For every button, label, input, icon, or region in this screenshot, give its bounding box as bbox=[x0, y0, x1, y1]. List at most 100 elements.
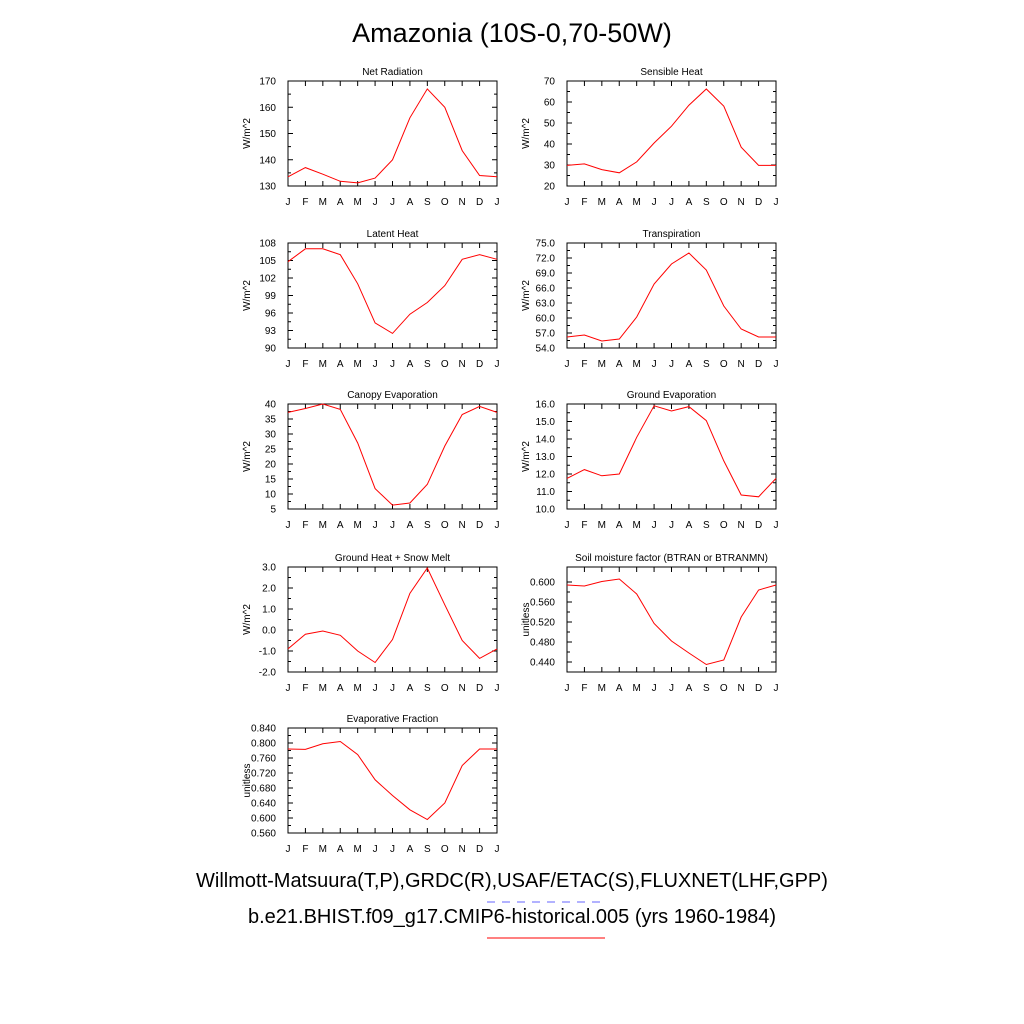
x-tick-label: J bbox=[495, 197, 500, 208]
y-tick-label: 15.0 bbox=[536, 417, 556, 428]
x-tick-label: J bbox=[495, 844, 500, 855]
y-tick-label: 40 bbox=[265, 400, 277, 411]
x-tick-label: O bbox=[720, 359, 728, 370]
x-tick-label: O bbox=[720, 683, 728, 694]
y-tick-label: 3.0 bbox=[262, 563, 276, 574]
y-axis-label: W/m^2 bbox=[521, 118, 532, 149]
x-tick-label: M bbox=[353, 520, 361, 531]
x-tick-label: N bbox=[738, 359, 745, 370]
x-tick-label: A bbox=[407, 197, 414, 208]
x-tick-label: A bbox=[686, 520, 693, 531]
panel-title: Ground Evaporation bbox=[627, 390, 717, 401]
y-tick-label: 57.0 bbox=[536, 329, 556, 340]
y-tick-label: 13.0 bbox=[536, 452, 556, 463]
x-tick-label: M bbox=[632, 520, 640, 531]
x-tick-label: D bbox=[476, 520, 483, 531]
y-tick-label: 30 bbox=[544, 161, 556, 172]
x-tick-label: D bbox=[755, 683, 762, 694]
y-tick-label: 0.520 bbox=[530, 618, 555, 629]
x-tick-label: N bbox=[459, 844, 466, 855]
x-tick-label: M bbox=[319, 520, 327, 531]
y-axis-label: W/m^2 bbox=[242, 604, 253, 635]
y-tick-label: 140 bbox=[259, 155, 276, 166]
x-tick-label: J bbox=[774, 197, 779, 208]
x-tick-label: J bbox=[774, 683, 779, 694]
x-tick-label: M bbox=[598, 197, 606, 208]
x-tick-label: M bbox=[598, 359, 606, 370]
y-tick-label: -2.0 bbox=[259, 668, 277, 679]
y-tick-label: 102 bbox=[259, 274, 276, 285]
y-tick-label: 0.480 bbox=[530, 638, 555, 649]
x-tick-label: S bbox=[703, 359, 710, 370]
legend-obs-label: Willmott-Matsuura(T,P),GRDC(R),USAF/ETAC… bbox=[196, 870, 828, 892]
y-tick-label: 108 bbox=[259, 239, 276, 250]
x-tick-label: J bbox=[373, 520, 378, 531]
x-tick-label: M bbox=[319, 683, 327, 694]
y-tick-label: 0.600 bbox=[530, 578, 555, 589]
y-tick-label: 20 bbox=[265, 460, 277, 471]
x-tick-label: A bbox=[616, 683, 623, 694]
y-axis-label: unitless bbox=[521, 603, 532, 637]
x-tick-label: S bbox=[424, 683, 431, 694]
x-tick-label: J bbox=[669, 197, 674, 208]
x-tick-label: D bbox=[476, 683, 483, 694]
x-tick-label: J bbox=[669, 359, 674, 370]
x-tick-label: J bbox=[390, 844, 395, 855]
x-tick-label: O bbox=[441, 359, 449, 370]
x-tick-label: D bbox=[755, 520, 762, 531]
x-tick-label: O bbox=[441, 844, 449, 855]
panel-title: Evaporative Fraction bbox=[347, 714, 439, 725]
x-tick-label: J bbox=[495, 520, 500, 531]
y-axis-label: W/m^2 bbox=[521, 280, 532, 311]
x-tick-label: M bbox=[598, 520, 606, 531]
x-tick-label: A bbox=[616, 359, 623, 370]
x-tick-label: M bbox=[319, 197, 327, 208]
y-tick-label: 54.0 bbox=[536, 344, 556, 355]
x-tick-label: A bbox=[686, 359, 693, 370]
legend-model-label: b.e21.BHIST.f09_g17.CMIP6-historical.005… bbox=[247, 906, 777, 928]
x-tick-label: J bbox=[373, 359, 378, 370]
y-tick-label: 11.0 bbox=[536, 487, 555, 498]
y-tick-label: 0.720 bbox=[251, 769, 276, 780]
y-tick-label: 60.0 bbox=[536, 314, 556, 325]
y-tick-label: 75.0 bbox=[536, 239, 556, 250]
y-tick-label: 150 bbox=[259, 129, 276, 140]
y-tick-label: 0.800 bbox=[251, 739, 276, 750]
x-tick-label: F bbox=[581, 359, 587, 370]
x-tick-label: F bbox=[302, 844, 308, 855]
panel-title: Latent Heat bbox=[367, 229, 419, 240]
x-tick-label: A bbox=[407, 359, 414, 370]
x-tick-label: O bbox=[720, 520, 728, 531]
x-tick-label: M bbox=[632, 197, 640, 208]
x-tick-label: J bbox=[286, 197, 291, 208]
x-tick-label: J bbox=[669, 683, 674, 694]
y-axis-label: W/m^2 bbox=[242, 118, 253, 149]
y-tick-label: 0.560 bbox=[251, 829, 276, 840]
x-tick-label: J bbox=[390, 197, 395, 208]
series-line bbox=[566, 252, 776, 342]
panel-title: Canopy Evaporation bbox=[347, 390, 438, 401]
y-tick-label: 0.840 bbox=[251, 724, 276, 735]
x-tick-label: O bbox=[441, 520, 449, 531]
panel-title: Ground Heat + Snow Melt bbox=[335, 553, 451, 564]
x-tick-label: S bbox=[424, 359, 431, 370]
series-line bbox=[566, 578, 777, 666]
y-tick-label: 0.560 bbox=[530, 598, 555, 609]
x-tick-label: S bbox=[424, 520, 431, 531]
x-tick-label: J bbox=[373, 197, 378, 208]
x-tick-label: J bbox=[390, 359, 395, 370]
x-tick-label: S bbox=[424, 844, 431, 855]
x-tick-label: M bbox=[353, 359, 361, 370]
y-tick-label: 60 bbox=[544, 98, 556, 109]
x-tick-label: M bbox=[319, 844, 327, 855]
y-tick-label: 25 bbox=[265, 445, 277, 456]
y-tick-label: 0.760 bbox=[251, 754, 276, 765]
x-tick-label: N bbox=[459, 359, 466, 370]
panel-title: Net Radiation bbox=[362, 67, 423, 78]
x-tick-label: F bbox=[302, 197, 308, 208]
x-tick-label: N bbox=[459, 197, 466, 208]
x-tick-label: J bbox=[495, 683, 500, 694]
x-tick-label: O bbox=[441, 197, 449, 208]
series-line bbox=[566, 88, 776, 174]
